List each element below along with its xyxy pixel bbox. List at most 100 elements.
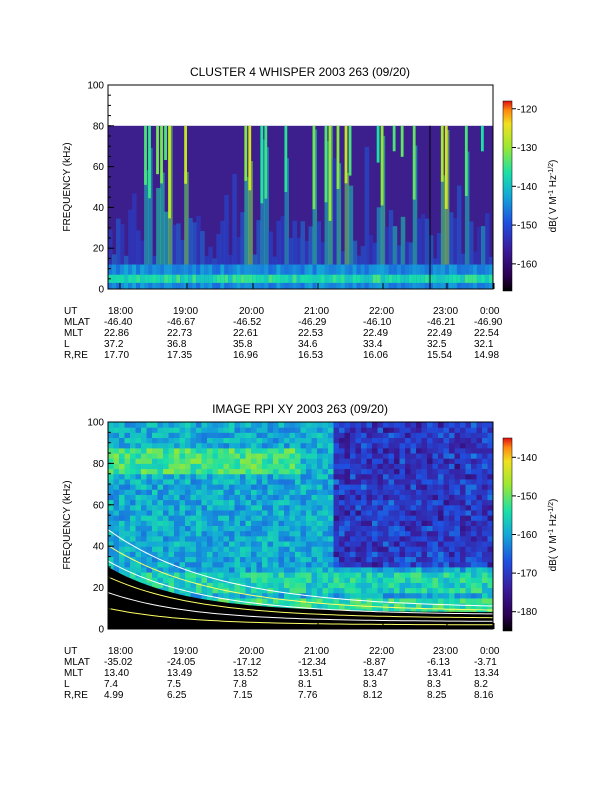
panel2-heat-cell — [278, 551, 285, 558]
panel2-heat-cell — [284, 427, 290, 433]
panel2-heat-cell — [295, 484, 301, 490]
panel2-heat-cell — [179, 577, 186, 583]
panel2-heat-cell — [207, 592, 213, 599]
panel2-heat-cell — [196, 582, 202, 589]
panel2-heat-cell — [135, 561, 142, 568]
panel2-heat-cell — [339, 520, 345, 526]
panel2-heat-cell — [454, 484, 461, 490]
panel2-heat-cell — [240, 561, 246, 568]
panel2-heat-cell — [399, 587, 406, 594]
panel2-heat-cell — [190, 432, 197, 439]
panel2-heat-cell — [350, 515, 356, 521]
panel2-heat-cell — [190, 437, 197, 444]
panel2-heat-cell — [399, 597, 406, 604]
panel2-heat-cell — [207, 577, 213, 583]
panel2-heat-cell — [476, 484, 483, 490]
panel2-heat-cell — [201, 447, 208, 454]
panel2-heat-cell — [366, 432, 373, 439]
panel2-heat-cell — [487, 597, 493, 604]
panel2-heat-cell — [432, 566, 439, 573]
panel2-heat-cell — [300, 556, 307, 563]
panel2-heat-cell — [471, 432, 477, 439]
panel2-heat-cell — [361, 504, 367, 511]
panel2-heat-cell — [179, 525, 186, 532]
panel2-heat-cell — [427, 499, 433, 506]
panel2-heat-cell — [388, 587, 395, 594]
panel2-heat-cell — [273, 525, 279, 532]
panel2-heat-cell — [135, 447, 142, 454]
ephemeris-cell: 0:00 — [480, 646, 500, 657]
panel2-heat-cell — [289, 530, 296, 537]
panel2-heat-cell — [152, 515, 158, 521]
panel2-heat-cell — [311, 489, 318, 495]
panel2-heat-cell — [256, 484, 263, 490]
ephemeris-cell: 13.41 — [427, 668, 452, 679]
panel2-heat-cell — [251, 515, 257, 521]
panel2-heat-cell — [251, 509, 257, 516]
panel2-heat-cell — [333, 437, 340, 444]
panel2-heat-cell — [377, 504, 384, 511]
panel2-heat-cell — [196, 437, 202, 444]
panel2-heat-cell — [421, 463, 428, 470]
panel1-heat-band — [204, 274, 209, 283]
panel2-heat-cell — [229, 504, 235, 511]
panel2-heat-cell — [229, 473, 235, 480]
panel2-heat-cell — [476, 447, 483, 454]
panel2-heat-cell — [201, 427, 208, 433]
panel2-heat-cell — [168, 520, 175, 526]
panel2-heat-cell — [152, 473, 158, 480]
panel2-heat-cell — [454, 515, 461, 521]
panel2-heat-cell — [383, 556, 389, 563]
panel2-heat-cell — [487, 608, 493, 614]
panel2-heat-cell — [438, 509, 444, 516]
panel2-heat-cell — [339, 541, 345, 547]
panel2-heat-cell — [471, 556, 477, 563]
panel2-heat-cell — [273, 572, 279, 578]
panel2-heat-cell — [465, 504, 472, 511]
panel2-heat-cell — [388, 546, 395, 552]
panel2-heat-cell — [284, 432, 290, 439]
panel2-heat-cell — [471, 520, 477, 526]
panel2-heat-cell — [135, 463, 142, 470]
ephemeris-cell: -6.13 — [427, 657, 450, 668]
panel2-heat-cell — [190, 494, 197, 501]
panel2-heat-cell — [306, 525, 312, 532]
panel2-heat-cell — [476, 592, 483, 599]
panel2-heat-cell — [317, 603, 323, 609]
panel2-heat-cell — [355, 453, 362, 459]
panel2-heat-cell — [432, 473, 439, 480]
panel2-heat-cell — [482, 478, 488, 485]
panel2-heat-cell — [108, 515, 114, 521]
panel2-heat-cell — [333, 504, 340, 511]
panel2-heat-cell — [383, 442, 389, 449]
panel2-colorbar: -140-150-160-170-180 dB( V M-1 Hz-1/2) — [502, 437, 559, 632]
panel2-heat-cell — [174, 458, 180, 464]
panel2-heat-cell — [135, 541, 142, 547]
panel1-heat-band — [260, 274, 265, 283]
panel2-heat-cell — [344, 422, 351, 428]
panel2-heat-cell — [168, 551, 175, 558]
panel2-heat-cell — [377, 468, 384, 475]
panel2-heat-cell — [416, 535, 422, 542]
panel2-heat-cell — [113, 535, 120, 542]
panel2-heat-cell — [218, 582, 224, 589]
panel2-heat-cell — [361, 561, 367, 568]
panel2-heat-cell — [377, 437, 384, 444]
panel2-heat-cell — [388, 541, 395, 547]
panel2-heat-cell — [482, 608, 488, 614]
panel2-heat-cell — [311, 515, 318, 521]
panel2-heat-cell — [108, 499, 114, 506]
panel2-heat-cell — [234, 541, 241, 547]
panel2-heat-cell — [328, 489, 334, 495]
panel2-heat-cell — [339, 484, 345, 490]
panel2-heat-cell — [399, 473, 406, 480]
panel2-heat-cell — [289, 447, 296, 454]
panel2-heat-cell — [432, 597, 439, 604]
panel2-heat-cell — [454, 447, 461, 454]
panel2-heat-cell — [245, 422, 252, 428]
panel2-heat-cell — [449, 447, 455, 454]
panel2-heat-cell — [201, 520, 208, 526]
panel2-heat-cell — [443, 453, 450, 459]
panel2-heat-cell — [322, 489, 329, 495]
panel2-heat-cell — [328, 597, 334, 604]
